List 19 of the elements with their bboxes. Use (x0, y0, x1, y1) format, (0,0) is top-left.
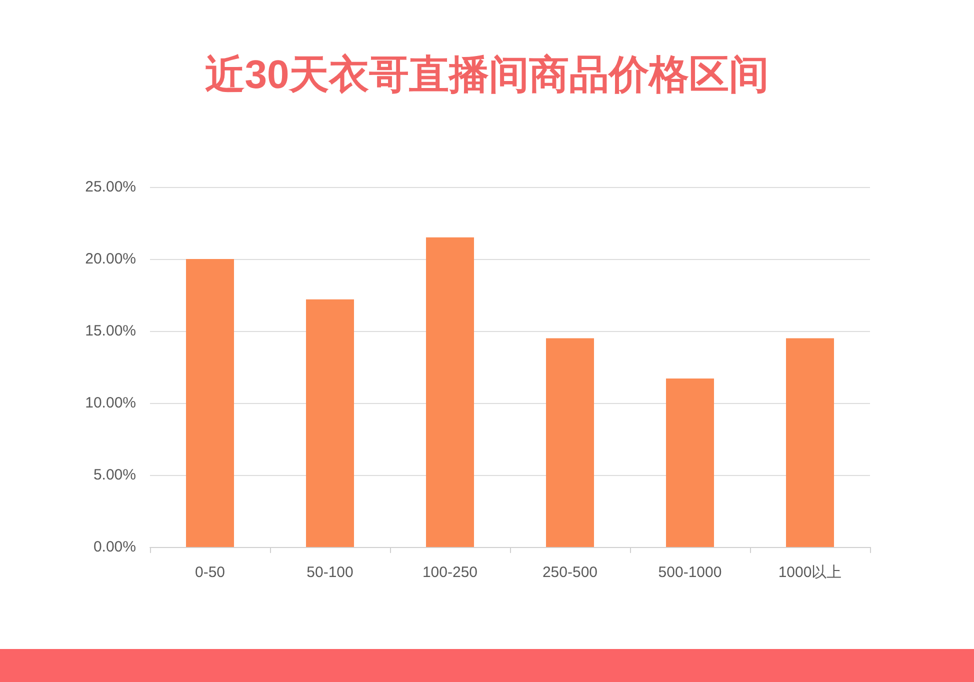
x-tick-label: 100-250 (422, 564, 478, 581)
y-tick-label: 5.00% (93, 466, 136, 484)
chart-title: 近30天衣哥直播间商品价格区间 (204, 53, 770, 97)
y-tick-label: 15.00% (85, 322, 136, 340)
x-tick-label: 0-50 (194, 564, 226, 581)
y-tick-label: 20.00% (85, 250, 136, 268)
x-tick-label: 50-100 (306, 564, 354, 581)
y-tick-label: 25.00% (85, 178, 136, 196)
y-tick-label: 10.00% (85, 394, 136, 412)
bar (786, 338, 834, 547)
bar (306, 299, 354, 547)
bar (426, 237, 474, 547)
x-tick-label: 250-500 (542, 564, 598, 581)
x-tick-label: 1000以上 (778, 564, 842, 581)
y-tick-label: 0.00% (93, 538, 136, 556)
bar (186, 259, 234, 547)
bar (666, 378, 714, 547)
bar (546, 338, 594, 547)
x-tick-label: 500-1000 (658, 564, 722, 581)
